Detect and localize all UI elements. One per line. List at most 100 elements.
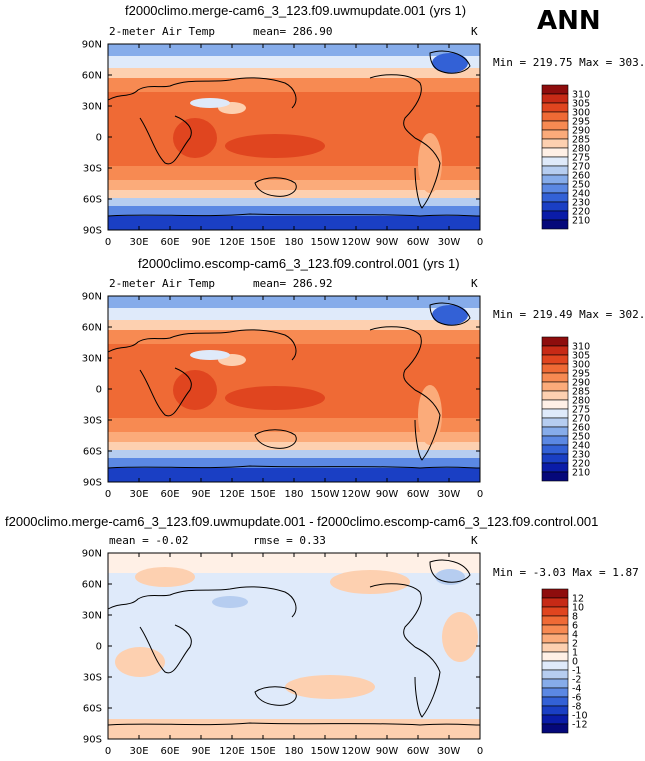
panel3-lon-label: 30W [438,746,461,757]
panel2-units: K [471,277,478,290]
panel1-title: f2000climo.merge-cam6_3_123.f09.uwmupdat… [125,3,467,18]
colorbar-box [541,435,569,446]
panel3-lon-label: 90W [376,746,399,757]
panel1-coastlines [107,50,481,217]
colorbar-label: 1 [572,648,578,659]
panel2-lat-label: 30S [83,416,102,427]
colorbar-label: 2 [572,639,578,650]
colorbar-label: -6 [572,693,581,704]
colorbar-box [541,93,569,104]
season-label: ANN [537,6,601,36]
panel3-lon-labels: 0 30E 60E 90E 120E 150E 180 150W 120W 90W 60W 30W 0 [105,746,483,757]
panel3-rmse: rmse = 0.33 [253,534,326,547]
colorbar-box [541,201,569,212]
colorbar-label: 4 [572,630,578,641]
panel3-difference-field [108,553,480,739]
colorbar-box [541,624,569,635]
panel1-lon-label: 90E [191,237,210,248]
panel2-mean: mean= 286.92 [253,277,333,290]
panel1-ticks [107,43,481,231]
panel3-lat-label: 30N [82,611,102,622]
colorbar-box [541,669,569,680]
colorbar-label: 230 [572,450,590,461]
colorbar-box [541,723,569,734]
colorbar-box [541,615,569,626]
colorbar-label: -12 [572,720,588,731]
panel2-variable: 2-meter Air Temp [109,277,215,290]
panel2-map: 90N 60N 30N 0 30S 60S 90S 0 30E 60E 90E 120E 150E 18… [82,292,483,501]
panel2-lon-label: 0 [477,489,483,500]
colorbar-label: 275 [572,153,590,164]
colorbar-label: -10 [572,711,588,722]
panel2-lat-label: 60N [82,323,102,334]
panel3-lon-label: 0 [105,746,111,757]
colorbar-box [541,399,569,410]
panel1-lon-labels: 0 30E 60E 90E 120E 150E 180 150W 120W 90W 60W 30W 0 [105,237,483,248]
panel3-lon-label: 120E [219,746,244,757]
panel2-lat-label: 90N [82,292,102,303]
panel2-lat-label: 0 [96,385,102,396]
panel2-coastlines [107,302,481,469]
colorbar-label: 305 [572,351,590,362]
panel1-lon-label: 150W [311,237,340,248]
panel3-lon-label: 90E [191,746,210,757]
panel1-lon-label: 30E [129,237,148,248]
colorbar-box [541,651,569,662]
colorbar-box [541,147,569,158]
panel1-lat-labels: 90N 60N 30N 0 30S 60S 90S [82,40,102,237]
panel1-lon-label: 90W [376,237,399,248]
colorbar-label: -4 [572,684,581,695]
panel2-minmax: Min = 219.49 Max = 302.78 [493,308,645,321]
colorbar-box [541,381,569,392]
colorbar-box [541,111,569,122]
colorbar-label: 270 [572,414,590,425]
colorbar-label: 260 [572,423,590,434]
colorbar-box [541,129,569,140]
colorbar-label: 210 [572,468,590,479]
panel1-lat-label: 60S [83,195,102,206]
panel2-lon-label: 30W [438,489,461,500]
colorbar-box [541,426,569,437]
panel1-lat-label: 30N [82,102,102,113]
colorbar-label: 295 [572,117,590,128]
panel2-lon-label: 120E [219,489,244,500]
panel3-coastlines [107,559,481,726]
colorbar-label: 280 [572,144,590,155]
colorbar-box [541,165,569,176]
colorbar-box [541,678,569,689]
panel1-units: K [471,25,478,38]
colorbar-box [541,345,569,356]
panel3-lat-label: 60N [82,580,102,591]
colorbar-box [541,363,569,374]
colorbar-label: 285 [572,387,590,398]
colorbar-box [541,597,569,608]
panel1-lon-label: 150E [250,237,275,248]
panel3-map: 90N 60N 30N 0 30S 60S 90S 0 30E 60E 90E 120E 150E 18… [82,549,483,758]
panel1-lon-label: 180 [284,237,303,248]
panel1-temperature-field [108,44,480,230]
panel2-lon-label: 0 [105,489,111,500]
panel3-lat-label: 90N [82,549,102,560]
panel3-title: f2000climo.merge-cam6_3_123.f09.uwmupdat… [5,514,599,529]
panel3-lat-label: 0 [96,642,102,653]
colorbar-box [541,687,569,698]
panel3-lon-label: 120W [342,746,371,757]
panel1-lat-label: 30S [83,164,102,175]
colorbar-box [541,210,569,221]
colorbar-label: 290 [572,126,590,137]
panel3-lon-label: 150W [311,746,340,757]
panel1-lat-label: 0 [96,133,102,144]
colorbar-label: 8 [572,612,578,623]
colorbar-box [541,642,569,653]
panel3-lon-label: 60W [407,746,430,757]
panel3-lon-label: 0 [477,746,483,757]
colorbar-box [541,462,569,473]
colorbar-box [541,192,569,203]
colorbar-box [541,417,569,428]
colorbar-label: -1 [572,666,581,677]
panel3-lon-label: 180 [284,746,303,757]
colorbar-label: 300 [572,108,590,119]
panel1-minmax: Min = 219.75 Max = 303.08 [493,56,645,69]
panel3-ticks [107,552,481,740]
colorbar-box [541,183,569,194]
